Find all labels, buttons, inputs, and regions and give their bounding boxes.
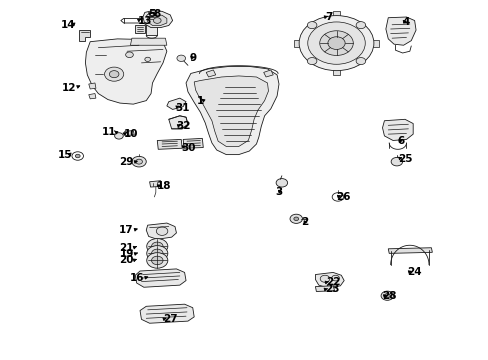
Polygon shape bbox=[146, 223, 176, 239]
Polygon shape bbox=[79, 30, 90, 41]
Polygon shape bbox=[140, 304, 194, 323]
Polygon shape bbox=[157, 139, 182, 149]
Polygon shape bbox=[146, 17, 157, 35]
Polygon shape bbox=[168, 116, 187, 129]
Circle shape bbox=[320, 275, 329, 282]
Circle shape bbox=[327, 37, 345, 49]
Circle shape bbox=[109, 71, 119, 78]
Polygon shape bbox=[135, 269, 185, 287]
Polygon shape bbox=[315, 273, 344, 288]
Circle shape bbox=[307, 22, 365, 64]
Text: 23: 23 bbox=[325, 284, 339, 294]
Polygon shape bbox=[194, 76, 268, 147]
Text: 19: 19 bbox=[120, 249, 134, 259]
Circle shape bbox=[319, 31, 352, 55]
Text: 1: 1 bbox=[196, 96, 203, 105]
Circle shape bbox=[276, 179, 287, 187]
Polygon shape bbox=[315, 286, 334, 292]
Polygon shape bbox=[130, 38, 166, 45]
Text: 4: 4 bbox=[402, 17, 409, 27]
Text: 26: 26 bbox=[336, 192, 350, 202]
Circle shape bbox=[151, 256, 163, 265]
Text: 6: 6 bbox=[397, 136, 404, 146]
Polygon shape bbox=[124, 131, 134, 136]
Text: 20: 20 bbox=[119, 256, 133, 265]
Polygon shape bbox=[85, 39, 166, 104]
Circle shape bbox=[75, 154, 80, 158]
Polygon shape bbox=[89, 94, 96, 99]
Polygon shape bbox=[332, 68, 340, 75]
Text: 10: 10 bbox=[123, 129, 138, 139]
Circle shape bbox=[136, 159, 142, 164]
Circle shape bbox=[390, 157, 402, 166]
Circle shape bbox=[114, 133, 123, 139]
Text: 2: 2 bbox=[301, 217, 307, 227]
Polygon shape bbox=[166, 98, 185, 109]
Circle shape bbox=[146, 253, 167, 268]
Polygon shape bbox=[263, 70, 273, 77]
Polygon shape bbox=[147, 15, 166, 26]
Polygon shape bbox=[135, 26, 144, 32]
Text: 18: 18 bbox=[157, 181, 171, 192]
Circle shape bbox=[355, 22, 365, 29]
Text: 30: 30 bbox=[181, 143, 195, 153]
Text: 14: 14 bbox=[61, 20, 76, 30]
Circle shape bbox=[151, 242, 163, 251]
Circle shape bbox=[156, 227, 167, 235]
Circle shape bbox=[355, 58, 365, 64]
Circle shape bbox=[331, 275, 339, 281]
Text: 24: 24 bbox=[407, 267, 421, 278]
Polygon shape bbox=[149, 181, 161, 187]
Text: 31: 31 bbox=[175, 103, 189, 113]
Circle shape bbox=[104, 67, 123, 81]
Text: 21: 21 bbox=[119, 243, 133, 253]
Text: 12: 12 bbox=[61, 82, 76, 93]
Polygon shape bbox=[183, 138, 203, 148]
Circle shape bbox=[177, 55, 185, 62]
Circle shape bbox=[289, 214, 302, 224]
Text: 8: 8 bbox=[153, 9, 161, 19]
Circle shape bbox=[306, 22, 316, 29]
Text: 7: 7 bbox=[325, 12, 332, 22]
Circle shape bbox=[151, 249, 163, 258]
Polygon shape bbox=[370, 40, 378, 47]
Circle shape bbox=[380, 291, 393, 300]
Circle shape bbox=[306, 58, 316, 64]
Polygon shape bbox=[387, 248, 431, 253]
Text: 27: 27 bbox=[163, 314, 177, 324]
Text: 25: 25 bbox=[397, 154, 411, 164]
Text: 15: 15 bbox=[58, 150, 72, 159]
Circle shape bbox=[293, 217, 298, 221]
Circle shape bbox=[146, 239, 167, 254]
Polygon shape bbox=[89, 83, 96, 89]
Polygon shape bbox=[142, 11, 172, 28]
Text: 29: 29 bbox=[119, 157, 133, 167]
Circle shape bbox=[144, 57, 150, 62]
Text: 11: 11 bbox=[102, 127, 116, 138]
Polygon shape bbox=[206, 70, 215, 77]
Polygon shape bbox=[332, 12, 340, 18]
Text: 28: 28 bbox=[382, 292, 396, 301]
Polygon shape bbox=[382, 119, 412, 140]
Circle shape bbox=[125, 52, 133, 58]
Polygon shape bbox=[385, 17, 415, 45]
Polygon shape bbox=[185, 66, 279, 154]
Text: 22: 22 bbox=[325, 277, 340, 287]
Circle shape bbox=[132, 156, 146, 167]
Circle shape bbox=[384, 294, 389, 298]
Text: 5: 5 bbox=[148, 9, 156, 19]
Text: 17: 17 bbox=[119, 225, 133, 235]
Text: 16: 16 bbox=[129, 273, 143, 283]
Text: 32: 32 bbox=[176, 121, 190, 131]
Circle shape bbox=[153, 18, 161, 23]
Text: 13: 13 bbox=[138, 15, 152, 26]
Text: 9: 9 bbox=[189, 53, 196, 63]
Circle shape bbox=[299, 15, 373, 71]
Circle shape bbox=[146, 246, 167, 261]
Polygon shape bbox=[294, 40, 302, 47]
Text: 3: 3 bbox=[275, 187, 283, 197]
